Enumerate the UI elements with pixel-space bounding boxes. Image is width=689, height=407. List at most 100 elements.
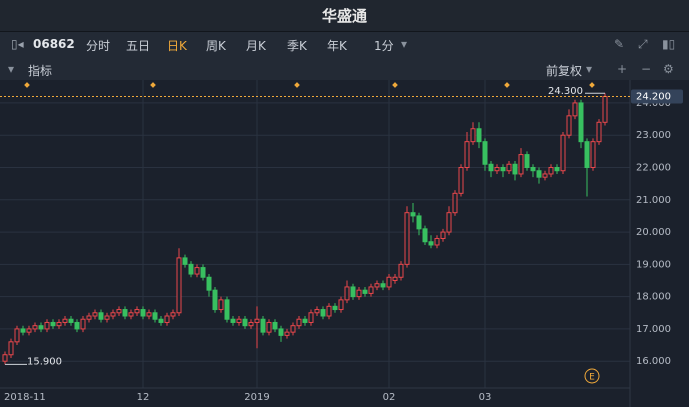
period[interactable]: 五日 (126, 39, 151, 53)
candle-body (482, 141, 488, 165)
candle-body (32, 325, 38, 330)
x-tick-label: 2019 (244, 392, 269, 403)
candle-body (530, 166, 536, 172)
candle-body (536, 170, 542, 178)
event-marker[interactable] (24, 82, 30, 88)
candle-body (494, 166, 500, 172)
event-icon-ring[interactable] (584, 368, 600, 384)
period[interactable]: 分时 (86, 39, 111, 53)
collapse[interactable]: ▾ (8, 62, 15, 76)
candle-body (8, 341, 14, 356)
min-marker-label: 15.900 (27, 356, 62, 367)
candle-body (254, 318, 260, 323)
event-marker[interactable] (392, 82, 398, 88)
candle-body (2, 354, 8, 362)
candle-body (68, 318, 74, 323)
event-markers (24, 82, 595, 88)
max-marker-label: 24.300 (548, 86, 583, 97)
candle-body (584, 141, 590, 168)
zoom-in[interactable]: + (617, 62, 628, 76)
grid (0, 80, 630, 388)
candle-body (20, 328, 26, 333)
candle-body (578, 102, 584, 143)
indicator-bar: ▾ 指标 前复权 ▾ + − ⚙ (0, 59, 689, 80)
candle-body (368, 286, 374, 294)
header: 华盛通 (0, 0, 689, 31)
candle-body (476, 128, 482, 143)
period[interactable]: 季K (287, 39, 307, 53)
period[interactable]: 月K (246, 39, 266, 53)
candle-body (362, 289, 368, 294)
candle-body (182, 257, 188, 265)
event-marker[interactable] (150, 82, 156, 88)
candle-body (344, 286, 350, 301)
candle-body (38, 325, 44, 330)
candle-body (188, 263, 194, 275)
candle-body (206, 276, 212, 291)
settings[interactable]: ⚙ (663, 62, 674, 76)
candle-body (470, 128, 476, 143)
candle-body (548, 166, 554, 175)
candle-body (98, 312, 104, 320)
period[interactable]: 1分 (374, 39, 394, 53)
candle-body (512, 163, 518, 175)
x-tick-label: 03 (479, 392, 492, 403)
candle-body (266, 321, 272, 333)
candle-body (296, 318, 302, 327)
event-marker[interactable] (589, 82, 595, 88)
y-tick-label: 18.000 (636, 292, 671, 303)
candle-body (170, 312, 176, 317)
candle-body (92, 312, 98, 317)
candle-body (260, 318, 266, 333)
candle-body (302, 318, 308, 323)
candle-body (422, 228, 428, 243)
adjust-dropdown[interactable]: ▾ (586, 62, 593, 76)
candle-body (140, 309, 146, 317)
period[interactable]: 年K (327, 39, 347, 53)
event-marker[interactable] (294, 82, 300, 88)
candle-body (176, 257, 182, 314)
candle-body (488, 163, 494, 172)
zoom-out[interactable]: − (641, 62, 652, 76)
y-tick-label: 19.000 (636, 259, 671, 270)
candle-body (158, 318, 164, 323)
draw-tool[interactable]: ✎ (614, 37, 625, 51)
candle-body (128, 312, 134, 317)
candle-body (152, 312, 158, 320)
y-tick-label: 21.000 (636, 195, 671, 206)
candle-body (194, 267, 200, 275)
candle-body (518, 154, 524, 175)
candle-body (500, 166, 506, 172)
candle-body (146, 312, 152, 317)
candle-body (560, 134, 566, 172)
candle-body (452, 192, 458, 214)
panel[interactable]: ▮▯ (662, 37, 676, 51)
candle-body (248, 321, 254, 327)
event-icon[interactable]: E (589, 373, 595, 383)
candle-body (416, 215, 422, 230)
candle-body (434, 238, 440, 246)
candle-body (50, 321, 56, 327)
candle-body (374, 283, 380, 288)
indicator[interactable]: 指标 (28, 64, 53, 78)
candle-body (440, 231, 446, 240)
last-price-tag (631, 89, 683, 104)
candle-body (224, 299, 230, 320)
candle-body (200, 267, 206, 278)
candle-body (314, 309, 320, 314)
event-marker[interactable] (504, 82, 510, 88)
dropdown[interactable]: ▾ (401, 37, 408, 51)
candle-body (380, 283, 386, 288)
candle-body (554, 166, 560, 172)
period[interactable]: 周K (206, 39, 226, 53)
adjust[interactable]: 前复权 (546, 64, 583, 78)
candle-body (86, 315, 92, 320)
candle-body (62, 318, 68, 323)
candle-body (218, 299, 224, 311)
candle-body (464, 141, 470, 168)
candle-body (398, 263, 404, 278)
period[interactable]: 日K (167, 39, 187, 53)
expand[interactable]: ⤢ (638, 37, 648, 51)
toggle[interactable]: ▯◂ (11, 37, 24, 51)
